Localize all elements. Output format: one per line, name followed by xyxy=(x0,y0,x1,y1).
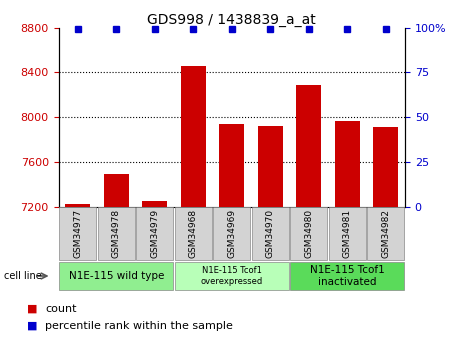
Text: count: count xyxy=(45,304,76,314)
Bar xyxy=(258,126,283,345)
Title: GDS998 / 1438839_a_at: GDS998 / 1438839_a_at xyxy=(148,12,316,27)
Bar xyxy=(219,124,244,345)
Text: GSM34981: GSM34981 xyxy=(343,209,352,258)
Text: N1E-115 wild type: N1E-115 wild type xyxy=(68,271,164,281)
Bar xyxy=(65,204,90,345)
Bar xyxy=(181,66,206,345)
Text: N1E-115 Tcof1
overexpressed: N1E-115 Tcof1 overexpressed xyxy=(201,266,263,286)
Text: cell line: cell line xyxy=(4,271,42,281)
Text: N1E-115 Tcof1
inactivated: N1E-115 Tcof1 inactivated xyxy=(310,265,385,287)
Bar xyxy=(142,201,167,345)
Text: GSM34968: GSM34968 xyxy=(189,209,198,258)
Text: ■: ■ xyxy=(27,304,37,314)
Text: GSM34969: GSM34969 xyxy=(227,209,236,258)
Text: GSM34970: GSM34970 xyxy=(266,209,275,258)
Text: GSM34980: GSM34980 xyxy=(304,209,313,258)
Text: GSM34979: GSM34979 xyxy=(150,209,159,258)
Text: GSM34978: GSM34978 xyxy=(112,209,121,258)
Text: ■: ■ xyxy=(27,321,37,331)
Bar xyxy=(104,175,129,345)
Text: percentile rank within the sample: percentile rank within the sample xyxy=(45,321,233,331)
Bar xyxy=(296,85,321,345)
Text: GSM34977: GSM34977 xyxy=(73,209,82,258)
Bar xyxy=(335,121,360,345)
Text: GSM34982: GSM34982 xyxy=(381,209,390,258)
Bar xyxy=(373,127,398,345)
